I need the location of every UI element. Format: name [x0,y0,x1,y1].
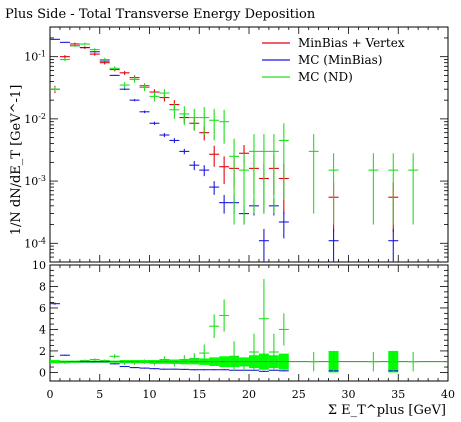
x-tick-label: 0 [47,388,54,401]
ratio-y-tick-label: 2 [39,345,46,358]
ratio-panel: 0 2 4 6 8 10 0 5 10 15 20 25 30 35 40 [32,259,455,401]
x-tick-label: 35 [391,388,405,401]
x-tick-label: 20 [242,388,256,401]
ratio-y-tick-label: 0 [39,366,46,379]
series-2 [50,42,419,225]
y-tick-label: 10-1 [24,49,46,64]
x-tick-label: 25 [292,388,306,401]
x-tick-label: 30 [342,388,356,401]
ratio-y-tick-label: 8 [39,280,46,293]
y-tick-label: 10-3 [24,174,46,189]
legend: MinBias + Vertex MC (MinBias) MC (ND) [262,36,405,84]
ratio-y-tick-label: 10 [32,259,46,272]
x-tick-label: 10 [143,388,157,401]
legend-label: MC (ND) [298,70,353,84]
y-tick-label: 10-4 [24,236,46,251]
y-tick-label: 10-2 [24,111,46,126]
x-tick-label: 15 [192,388,206,401]
legend-label: MinBias + Vertex [298,36,405,50]
ratio-y-tick-label: 6 [39,302,46,315]
legend-label: MC (MinBias) [298,53,382,67]
main-panel: 10-1 10-2 10-3 10-4 [24,26,449,263]
ratio-series-1 [50,278,419,372]
ratio-y-tick-label: 4 [39,323,46,336]
x-axis-label: Σ E_T^plus [GeV] [328,403,446,418]
y-axis-label: 1/N dN/dE_T [GeV^-1] [9,85,24,236]
x-tick-label: 40 [441,388,455,401]
x-tick-label: 5 [96,388,103,401]
chart-title: Plus Side - Total Transverse Energy Depo… [5,7,316,22]
